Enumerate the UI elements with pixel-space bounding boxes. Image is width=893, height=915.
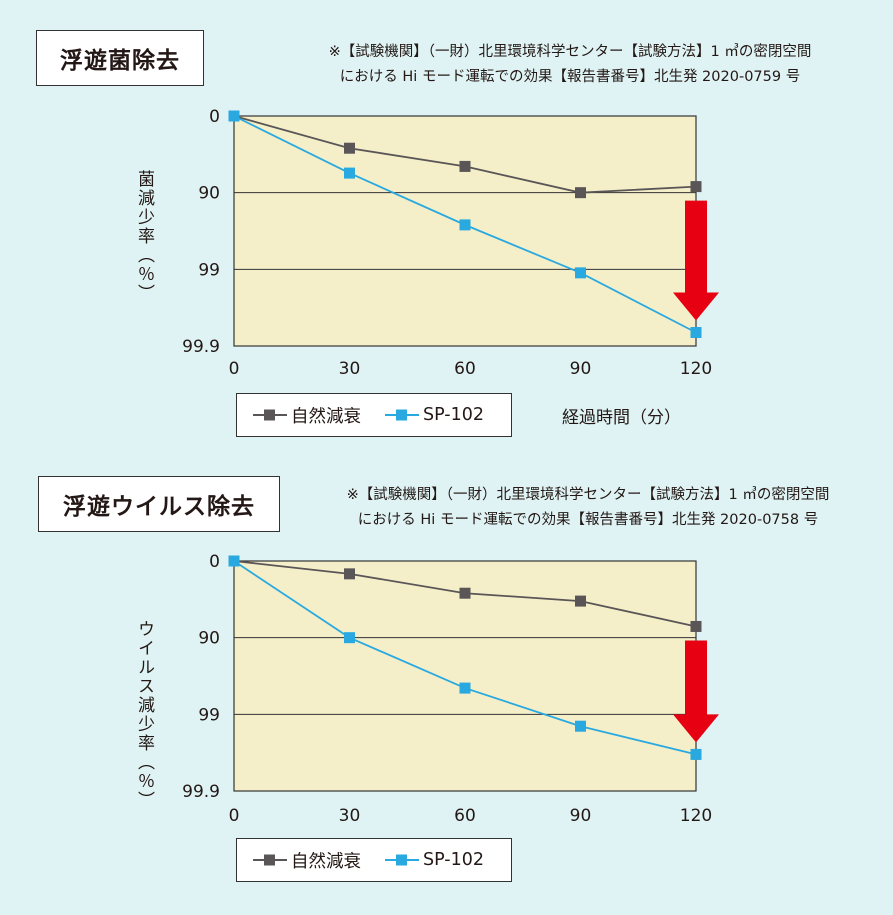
source-note-line-1: ※【試験機関】（一財）北里環境科学センター【試験方法】1 ㎥の密閉空間 (346, 487, 830, 503)
source-note-line-2: における Hi モード運転での効果【報告書番号】北生発 2020-0759 号 (339, 69, 801, 85)
data-point-natural (575, 595, 586, 607)
chart-panel-bacteria: 浮遊菌除去 ※【試験機関】（一財）北里環境科学センター【試験方法】1 ㎥の密閉空… (0, 0, 893, 450)
x-tick-label: 120 (680, 359, 712, 379)
legend-item-natural: 自然減衰 (253, 403, 361, 428)
x-tick-label: 90 (570, 806, 592, 826)
x-tick-label: 0 (229, 359, 240, 379)
chart-panel-virus: 浮遊ウイルス除去 ※【試験機関】（一財）北里環境科学センター【試験方法】1 ㎥の… (0, 455, 893, 915)
legend-swatch-natural (253, 409, 287, 421)
y-tick-label: 99 (198, 705, 220, 725)
data-point-sp102 (228, 110, 240, 122)
chart-legend: 自然減衰 SP-102 (236, 393, 512, 437)
source-note-line-2: における Hi モード運転での効果【報告書番号】北生発 2020-0758 号 (357, 512, 819, 528)
x-tick-label: 30 (339, 359, 361, 379)
legend-label-sp102: SP-102 (423, 405, 484, 425)
data-point-sp102 (690, 326, 702, 338)
legend-item-sp102: SP-102 (385, 850, 484, 870)
x-tick-label: 60 (454, 806, 476, 826)
data-point-natural (459, 160, 471, 172)
x-tick-label: 30 (339, 806, 361, 826)
source-note-line-1: ※【試験機関】（一財）北里環境科学センター【試験方法】1 ㎥の密閉空間 (328, 44, 812, 60)
data-point-sp102 (575, 720, 586, 732)
legend-label-natural: 自然減衰 (291, 851, 361, 872)
source-note: ※【試験機関】（一財）北里環境科学センター【試験方法】1 ㎥の密閉空間 における… (250, 40, 890, 90)
data-point-sp102 (690, 748, 702, 760)
data-point-sp102 (459, 219, 471, 231)
data-point-sp102 (228, 555, 240, 567)
x-tick-label: 0 (229, 806, 240, 826)
data-point-sp102 (344, 632, 355, 644)
y-axis-label: ウイルス減少率（％） (134, 620, 154, 810)
chart-legend: 自然減衰 SP-102 (236, 838, 512, 882)
x-tick-label: 90 (570, 359, 592, 379)
data-point-sp102 (575, 267, 586, 279)
data-point-natural (575, 187, 586, 199)
x-axis-title: 経過時間（分） (562, 408, 681, 428)
legend-swatch-sp102 (385, 854, 419, 866)
y-axis-label: 菌減少率（％） (134, 170, 154, 303)
legend-swatch-natural (253, 854, 287, 866)
data-point-natural (690, 620, 702, 632)
line-chart: 0 90 99 99.9 0 30 60 90 120 (182, 107, 719, 379)
source-note: ※【試験機関】（一財）北里環境科学センター【試験方法】1 ㎥の密閉空間 における… (268, 483, 893, 533)
x-tick-label: 60 (454, 359, 476, 379)
y-tick-label: 0 (209, 107, 220, 127)
y-tick-label: 99 (198, 260, 220, 280)
legend-item-sp102: SP-102 (385, 405, 484, 425)
panel-title: 浮遊菌除去 (36, 30, 204, 86)
legend-label-natural: 自然減衰 (291, 406, 361, 427)
reduction-arrow-icon (673, 200, 719, 321)
x-tick-label: 120 (680, 806, 712, 826)
legend-item-natural: 自然減衰 (253, 848, 361, 873)
y-tick-label: 90 (198, 184, 220, 204)
legend-label-sp102: SP-102 (423, 850, 484, 870)
legend-swatch-sp102 (385, 409, 419, 421)
data-point-natural (690, 181, 702, 193)
plot-area (233, 560, 697, 792)
line-chart: 0 90 99 99.9 0 30 60 90 120 (182, 552, 719, 826)
y-tick-label: 90 (198, 629, 220, 649)
data-point-sp102 (344, 167, 355, 179)
data-point-natural (459, 587, 471, 599)
panel-title: 浮遊ウイルス除去 (38, 476, 280, 532)
y-tick-label: 99.9 (182, 337, 220, 357)
data-point-sp102 (459, 682, 471, 694)
y-tick-label: 99.9 (182, 782, 220, 802)
data-point-natural (344, 142, 355, 154)
data-point-natural (344, 568, 355, 580)
reduction-arrow-icon (673, 640, 719, 743)
y-tick-label: 0 (209, 552, 220, 572)
